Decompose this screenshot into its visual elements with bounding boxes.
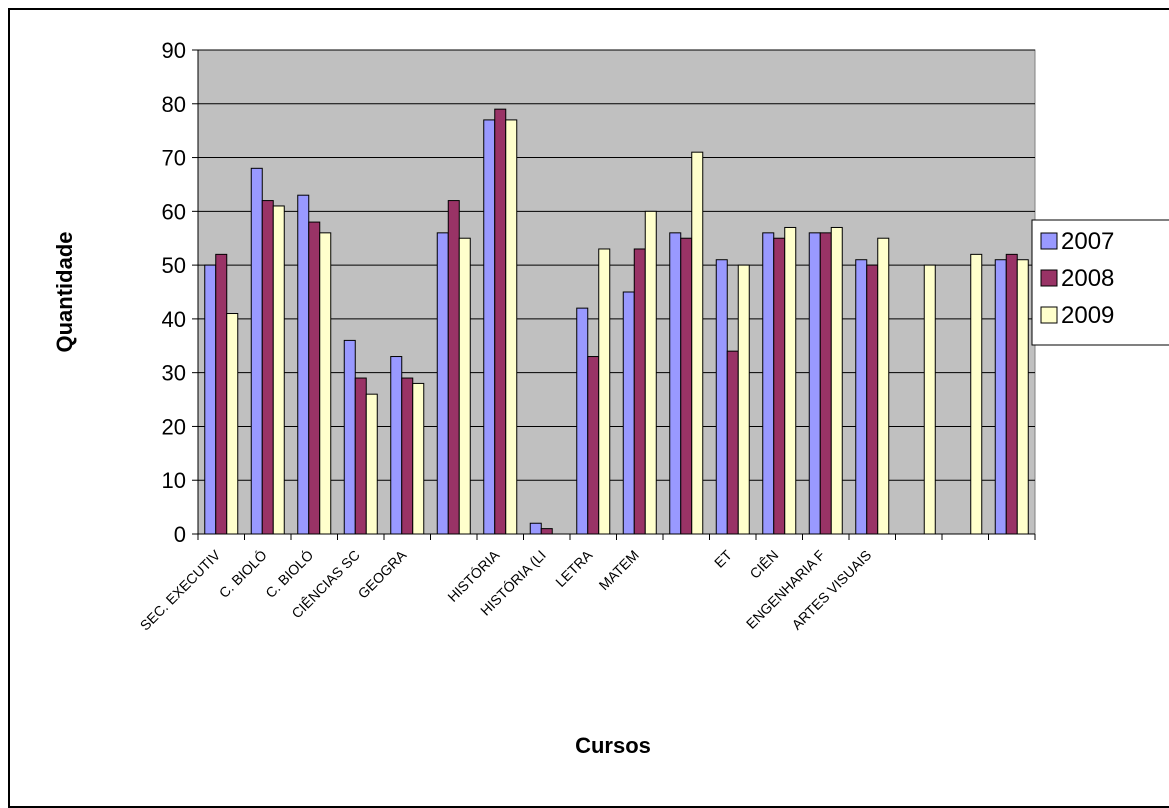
bar-2009-8	[598, 248, 611, 535]
x-category-label: C. BIOLÓ	[216, 547, 270, 601]
bar-2007-10	[669, 232, 682, 535]
legend-swatch-2009	[1040, 306, 1058, 324]
bar-2009-0	[226, 313, 239, 535]
x-category-label: MATEM	[596, 547, 642, 593]
bar-2009-14	[877, 237, 890, 535]
y-axis-title: Quantidade	[52, 231, 77, 352]
bar-2009-2	[319, 232, 332, 535]
y-tick-label: 20	[162, 414, 186, 439]
bar-2009-13	[830, 226, 843, 535]
y-tick-label: 60	[162, 199, 186, 224]
x-category-label: SEC. EXECUTIV	[137, 546, 224, 633]
bar-2009-15	[923, 264, 936, 535]
bar-2009-9	[644, 210, 657, 535]
bar-2008-0	[215, 253, 228, 535]
bar-2007-3	[343, 339, 356, 535]
bar-2008-6	[494, 108, 507, 535]
bar-2008-3	[354, 377, 367, 535]
x-category-label: GEOGRA	[355, 546, 410, 601]
y-tick-labels: 0 10 20 30 40 50 60 70 80 90	[162, 38, 186, 547]
bar-2008-8	[587, 356, 600, 535]
bar-2009-16	[970, 253, 983, 535]
bar-2007-2	[297, 194, 310, 535]
bar-2008-7	[540, 528, 553, 535]
bar-2009-10	[691, 151, 704, 535]
bar-2009-1	[272, 205, 285, 535]
y-tick-label: 0	[174, 522, 186, 547]
bar-2007-0	[204, 264, 217, 535]
bars	[204, 108, 1029, 535]
bar-2009-11	[737, 264, 750, 535]
bar-2008-2	[308, 221, 321, 535]
x-category-label: LETRA	[552, 546, 596, 590]
bar-2008-13	[819, 232, 832, 535]
plot-area	[197, 49, 1036, 535]
bar-2008-14	[866, 264, 879, 535]
bar-2007-7	[529, 522, 542, 535]
y-tick-label: 40	[162, 307, 186, 332]
bar-2008-5	[447, 200, 460, 535]
legend-label-2008: 2008	[1061, 265, 1114, 292]
y-tick-label: 10	[162, 468, 186, 493]
x-category-label: ET	[711, 546, 735, 570]
x-category-label: ARTES VISUAIS	[788, 547, 874, 633]
bar-2008-9	[633, 248, 646, 535]
x-axis-title: Cursos	[575, 733, 651, 758]
y-tick-label: 50	[162, 253, 186, 278]
legend-label-2009: 2009	[1061, 302, 1114, 329]
bar-2007-1	[250, 167, 263, 535]
bar-2009-5	[458, 237, 471, 535]
y-tick-label: 80	[162, 92, 186, 117]
bar-2009-6	[505, 119, 518, 535]
bar-2008-10	[680, 237, 693, 535]
bar-2009-17	[1016, 259, 1029, 535]
bar-2008-12	[773, 237, 786, 535]
bar-2007-4	[390, 356, 403, 535]
gridlines	[198, 49, 1035, 481]
legend: 2007 2008 2009	[1031, 219, 1169, 346]
legend-swatch-2008	[1040, 269, 1058, 287]
bar-2008-11	[726, 350, 739, 535]
bar-2007-12	[762, 232, 775, 535]
bar-2008-1	[261, 200, 274, 535]
bar-2007-5	[436, 232, 449, 535]
bar-2007-8	[576, 307, 589, 535]
legend-swatch-2007	[1040, 232, 1058, 250]
y-tick-label: 30	[162, 361, 186, 386]
y-tick-label: 70	[162, 146, 186, 171]
x-category-label: CIÊN	[746, 547, 781, 582]
bar-2007-14	[855, 259, 868, 535]
bar-2008-17	[1005, 253, 1018, 535]
bar-2007-17	[994, 259, 1007, 535]
axes	[192, 49, 1036, 540]
bar-2009-3	[365, 393, 378, 535]
y-tick-label: 90	[162, 38, 186, 63]
bar-2007-6	[483, 119, 496, 535]
legend-label-2007: 2007	[1061, 228, 1114, 255]
bar-2009-12	[784, 226, 797, 535]
bar-2008-4	[401, 377, 414, 535]
bar-2007-9	[622, 291, 635, 535]
bar-2009-4	[412, 382, 425, 535]
x-category-label: ENGENHARIA F	[743, 547, 828, 632]
bar-2007-11	[715, 259, 728, 535]
bar-2007-13	[808, 232, 821, 535]
